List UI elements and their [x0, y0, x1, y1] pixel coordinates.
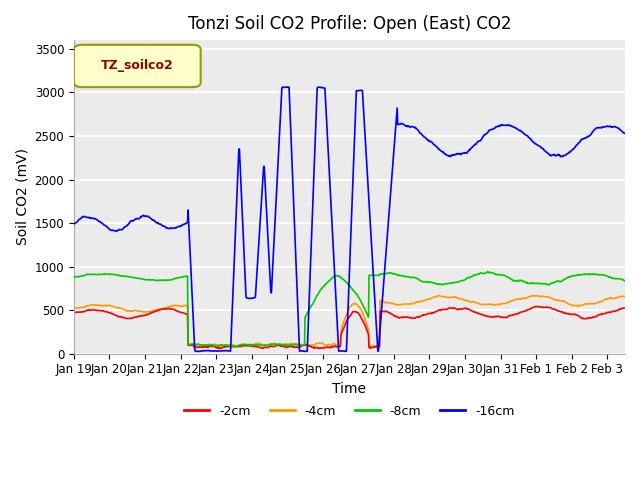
Y-axis label: Soil CO2 (mV): Soil CO2 (mV): [15, 148, 29, 245]
Title: Tonzi Soil CO2 Profile: Open (East) CO2: Tonzi Soil CO2 Profile: Open (East) CO2: [188, 15, 511, 33]
FancyBboxPatch shape: [74, 45, 201, 87]
X-axis label: Time: Time: [332, 382, 367, 396]
Legend: -2cm, -4cm, -8cm, -16cm: -2cm, -4cm, -8cm, -16cm: [179, 400, 520, 423]
Text: TZ_soilco2: TZ_soilco2: [101, 60, 173, 72]
